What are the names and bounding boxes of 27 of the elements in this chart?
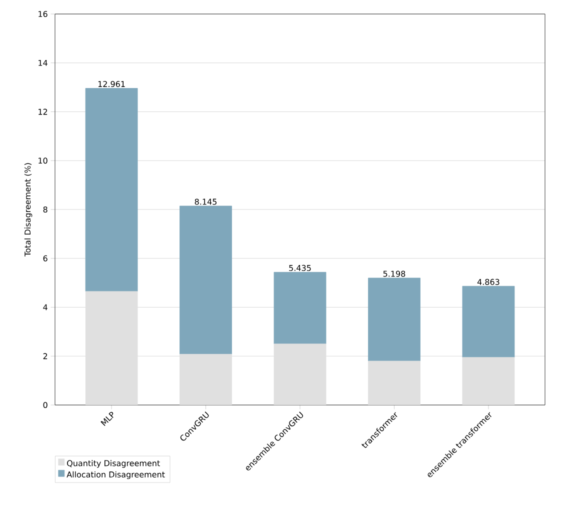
bar bbox=[274, 344, 326, 405]
total-label: 5.435 bbox=[289, 264, 311, 271]
y-tick-label: 16 bbox=[38, 10, 48, 18]
y-axis-title: Total Disagreement (%) bbox=[24, 163, 32, 257]
bar bbox=[368, 278, 420, 362]
y-tick-label: 8 bbox=[43, 206, 48, 213]
bar bbox=[180, 206, 232, 354]
legend-label: Quantity Disagreement bbox=[67, 460, 160, 468]
total-label: 5.198 bbox=[383, 270, 406, 277]
y-tick-label: 10 bbox=[38, 158, 48, 164]
total-label: 8.145 bbox=[194, 198, 217, 205]
total-label: 12.961 bbox=[98, 81, 125, 88]
y-tick-label: 14 bbox=[38, 60, 48, 66]
y-tick-label: 4 bbox=[43, 304, 48, 310]
bar bbox=[85, 291, 138, 405]
bar bbox=[274, 272, 326, 344]
y-tick-label: 2 bbox=[43, 353, 48, 360]
legend-label: Allocation Disagreement bbox=[66, 471, 165, 480]
y-tick-label: 6 bbox=[43, 255, 48, 262]
total-label: 4.863 bbox=[477, 278, 500, 285]
bar bbox=[85, 88, 138, 292]
bar bbox=[368, 360, 420, 405]
y-tick-label: 0 bbox=[43, 402, 48, 408]
bar bbox=[462, 357, 515, 405]
bar bbox=[180, 354, 232, 405]
y-tick-label: 12 bbox=[38, 108, 48, 115]
bar bbox=[462, 286, 515, 358]
